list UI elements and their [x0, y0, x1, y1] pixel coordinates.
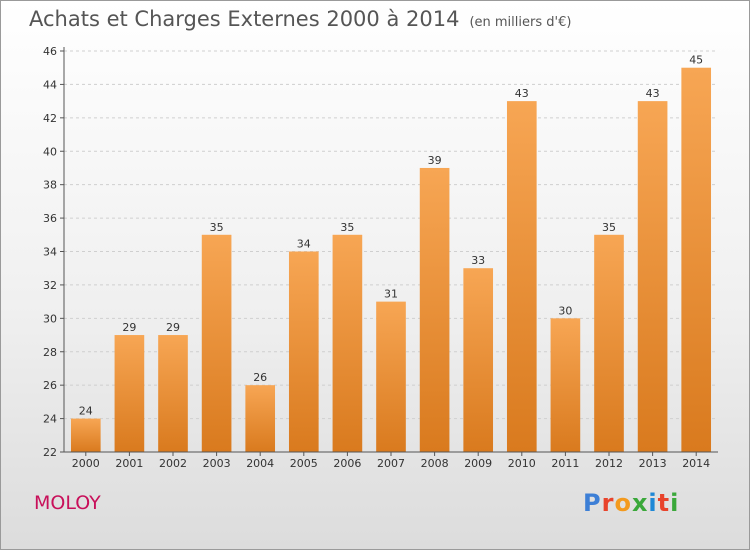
y-tick-label: 40	[43, 145, 57, 158]
y-tick-label: 22	[43, 446, 57, 459]
bar-2005	[288, 251, 319, 452]
y-tick-label: 32	[43, 279, 57, 292]
x-tick-label-2008: 2008	[421, 457, 449, 470]
y-tick-label: 42	[43, 112, 57, 125]
x-tick-label-2011: 2011	[551, 457, 579, 470]
logo-letter: x	[631, 489, 649, 517]
value-label-2003: 35	[210, 221, 224, 234]
x-tick-label-2013: 2013	[639, 457, 667, 470]
bar-2008	[419, 167, 450, 453]
value-label-2013: 43	[646, 87, 660, 100]
bar-2010	[506, 101, 537, 452]
value-label-2001: 29	[122, 321, 136, 334]
x-tick-label-2003: 2003	[203, 457, 231, 470]
x-tick-label-2014: 2014	[682, 457, 710, 470]
logo-letter: i	[648, 489, 658, 517]
value-label-2010: 43	[515, 87, 529, 100]
logo-letter: o	[614, 489, 632, 517]
value-label-2006: 35	[340, 221, 354, 234]
y-tick-label: 34	[43, 246, 57, 259]
y-tick-label: 24	[43, 413, 57, 426]
value-label-2007: 31	[384, 288, 398, 301]
value-label-2014: 45	[689, 54, 703, 67]
value-label-2011: 30	[558, 304, 572, 317]
chart-title-text: Achats et Charges Externes 2000 à 2014	[29, 7, 460, 31]
y-tick-label: 44	[43, 78, 57, 91]
x-tick-label-2005: 2005	[290, 457, 318, 470]
bar-2001	[114, 335, 145, 452]
x-tick-label-2004: 2004	[246, 457, 274, 470]
chart-title: Achats et Charges Externes 2000 à 2014 (e…	[29, 7, 571, 31]
x-tick-label-2009: 2009	[464, 457, 492, 470]
x-tick-label-2010: 2010	[508, 457, 536, 470]
x-tick-label-2002: 2002	[159, 457, 187, 470]
value-label-2005: 34	[297, 238, 311, 251]
bar-2000	[70, 418, 101, 452]
bar-2002	[158, 335, 188, 452]
logo-letter: i	[670, 489, 680, 517]
x-tick-label-2012: 2012	[595, 457, 623, 470]
value-label-2004: 26	[253, 371, 267, 384]
data-labels: 24 29 29 35 26 34 35 31 39 33 43 30 35 43 45	[79, 54, 703, 418]
bar-2006	[332, 234, 363, 452]
bar-2014	[681, 67, 712, 452]
town-name: MOLOY	[34, 492, 101, 514]
value-label-2012: 35	[602, 221, 616, 234]
y-tick-label: 30	[43, 312, 57, 325]
bar-2011	[550, 318, 581, 452]
logo-letter: P	[583, 489, 602, 517]
x-tick-label-2000: 2000	[72, 457, 100, 470]
bar-2012	[594, 234, 624, 452]
logo-letter: r	[601, 489, 615, 517]
y-tick-label: 28	[43, 346, 57, 359]
bars	[70, 67, 712, 453]
y-tick-label: 46	[43, 45, 57, 58]
value-label-2000: 24	[79, 405, 93, 418]
bar-2004	[245, 385, 276, 452]
bar-2013	[637, 101, 668, 452]
value-label-2009: 33	[471, 254, 485, 267]
bar-2003	[201, 234, 232, 452]
bar-2007	[376, 301, 406, 452]
chart-subtitle: (en milliers d'€)	[469, 15, 572, 30]
value-label-2008: 39	[428, 154, 442, 167]
x-tick-label-2007: 2007	[377, 457, 405, 470]
bar-2009	[463, 268, 494, 452]
y-tick-label: 26	[43, 379, 57, 392]
x-tick-label-2001: 2001	[115, 457, 143, 470]
x-tick-label-2006: 2006	[333, 457, 361, 470]
y-tick-label: 38	[43, 179, 57, 192]
axes: 22 24 26 28 30 32 34 36 38 40 42 44 46 2000 2001 2002 20…	[43, 45, 718, 470]
proxiti-logo: Proxiti	[583, 489, 679, 517]
value-label-2002: 29	[166, 321, 180, 334]
logo-letter: t	[657, 489, 671, 517]
y-tick-label: 36	[43, 212, 57, 225]
